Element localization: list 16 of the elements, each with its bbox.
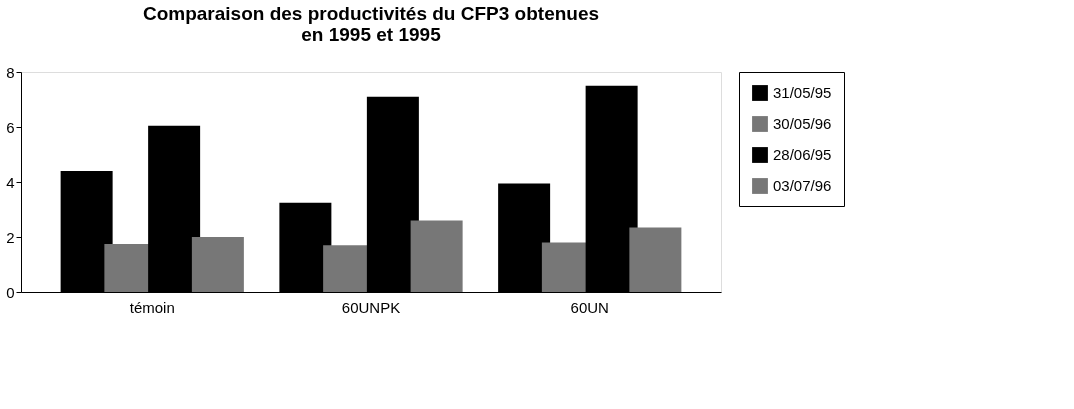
bar — [410, 220, 463, 292]
legend-label: 28/06/95 — [773, 146, 832, 163]
y-tick-label: 6 — [6, 118, 15, 136]
bar — [191, 237, 244, 292]
legend-label: 31/05/95 — [773, 84, 832, 101]
chart-title: Comparaison des productivités du CFP3 obtenues en 1995 et 1995 — [142, 3, 600, 45]
y-tick-label: 8 — [6, 63, 15, 81]
x-tick-label: 60UN — [570, 298, 609, 316]
y-tick-label: 0 — [6, 283, 15, 301]
y-tick-label: 4 — [6, 173, 15, 191]
y-tick-label: 2 — [6, 228, 15, 246]
legend-label: 03/07/96 — [773, 177, 832, 194]
x-tick-label: témoin — [129, 298, 175, 316]
bar — [629, 227, 682, 292]
legend-label: 30/05/96 — [773, 115, 832, 132]
x-tick-label: 60UNPK — [341, 298, 401, 316]
